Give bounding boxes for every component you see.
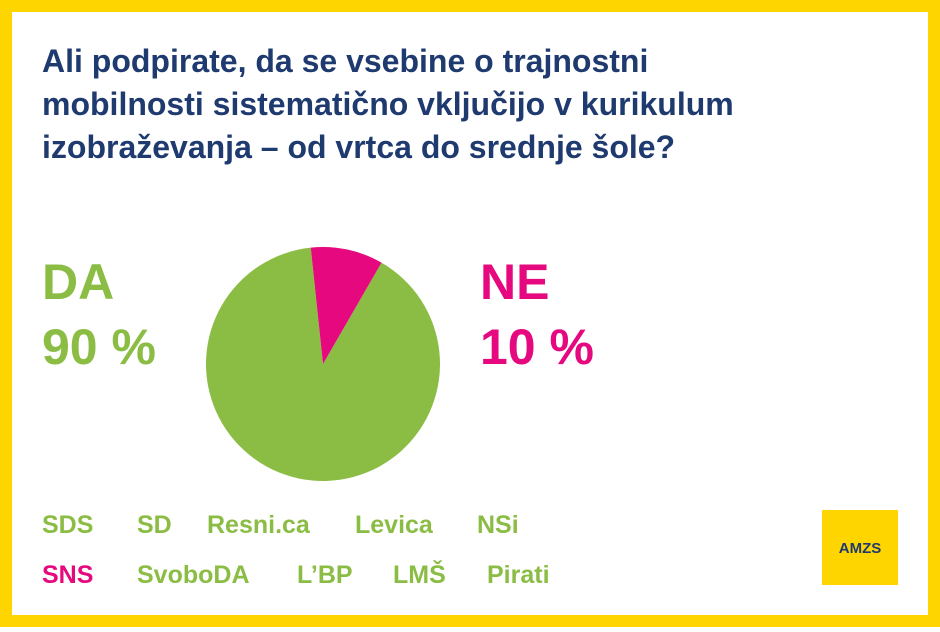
party-label: SvoboDA (137, 561, 250, 589)
party-label: L’BP (297, 561, 353, 589)
category-label: NE (480, 254, 549, 310)
pie-slice (206, 247, 441, 481)
chart-title: Ali podpirate, da se vsebine o trajnostn… (42, 43, 648, 79)
chart-title: mobilnosti sistematično vključijo v kuri… (42, 86, 734, 122)
value-label: 90 % (42, 319, 156, 375)
category-label: DA (42, 254, 114, 310)
party-label: LMŠ (393, 559, 446, 589)
party-label: NSi (477, 511, 519, 539)
party-label: Levica (355, 511, 434, 539)
value-label: 10 % (480, 319, 594, 375)
party-label: SNS (42, 561, 93, 589)
pie-slice (310, 247, 382, 364)
party-label: SDS (42, 511, 93, 539)
chart-title: izobraževanja – od vrtca do srednje šole… (42, 129, 675, 165)
logo: AMZS (839, 540, 882, 557)
party-label: Pirati (487, 561, 550, 589)
party-label: Resni.ca (207, 511, 311, 539)
party-label: SD (137, 511, 172, 539)
logo-box (822, 510, 898, 585)
